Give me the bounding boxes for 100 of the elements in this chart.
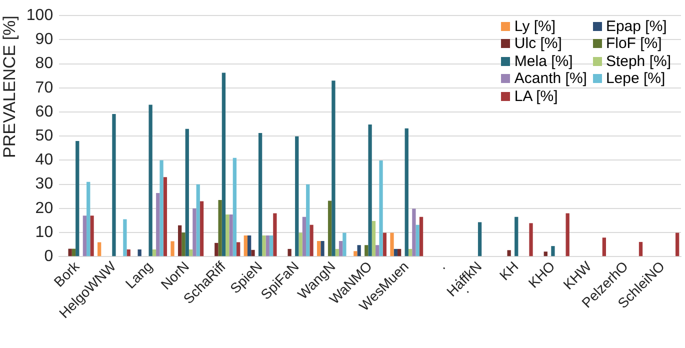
bar — [90, 216, 94, 256]
y-tick-label: 50 — [35, 128, 54, 145]
bar — [602, 238, 606, 256]
bar — [638, 242, 643, 256]
bar — [566, 213, 570, 256]
bar — [258, 132, 262, 256]
bar — [394, 248, 398, 256]
bar — [226, 214, 230, 256]
legend-label: Mela [%] — [514, 52, 573, 70]
bar — [148, 104, 152, 256]
bar — [182, 232, 186, 256]
bar — [544, 252, 548, 256]
bar — [298, 232, 302, 256]
bar — [306, 184, 310, 256]
y-axis-title: PREVALENCE [%] — [0, 16, 19, 158]
legend-label: FloF [%] — [606, 35, 662, 53]
bar — [269, 235, 274, 256]
bar — [170, 241, 174, 256]
bar — [338, 240, 343, 256]
bar — [178, 225, 182, 256]
bar — [295, 136, 299, 256]
bar — [412, 208, 416, 256]
bar — [98, 242, 102, 256]
bar — [382, 232, 387, 256]
bar — [408, 248, 412, 256]
bar — [76, 140, 80, 256]
legend-label: Ly [%] — [514, 18, 556, 36]
bar — [196, 184, 200, 256]
bar — [218, 200, 222, 256]
bar — [288, 248, 292, 256]
legend-label: LA [%] — [514, 88, 558, 106]
bar — [112, 114, 116, 256]
bar — [397, 248, 402, 256]
y-tick-label: 60 — [35, 103, 54, 120]
bar — [262, 235, 266, 256]
bar — [317, 240, 321, 256]
bar — [332, 80, 336, 256]
bar — [68, 248, 72, 256]
bar — [126, 249, 130, 256]
bar — [368, 124, 372, 256]
bar — [273, 213, 277, 256]
bar — [188, 249, 193, 256]
bar — [335, 248, 339, 256]
bar — [192, 208, 196, 256]
bar — [379, 160, 383, 256]
bar — [72, 248, 76, 256]
bar — [244, 235, 248, 256]
y-tick-label: 40 — [35, 152, 54, 169]
bar — [138, 249, 142, 256]
y-tick-label: 90 — [35, 31, 54, 48]
bar — [514, 216, 518, 256]
y-tick-label: 10 — [35, 224, 54, 241]
legend-label: Steph [%] — [606, 52, 671, 70]
legend-label: Lepe [%] — [606, 70, 666, 88]
bar — [156, 193, 160, 256]
legend-label: Ulc [%] — [514, 35, 562, 53]
bar — [342, 232, 346, 256]
bar — [266, 235, 270, 256]
bar — [364, 245, 368, 256]
bar — [82, 216, 87, 256]
bar — [236, 242, 240, 256]
bar — [416, 224, 420, 256]
bar — [357, 245, 361, 256]
legend-label: Epap [%] — [606, 18, 667, 36]
x-tick-label: KH — [496, 258, 522, 284]
y-tick-label: 20 — [35, 200, 54, 217]
y-tick-label: 100 — [26, 7, 54, 24]
bar — [200, 201, 204, 256]
bar — [507, 250, 511, 256]
bar — [529, 223, 533, 256]
legend-label: Acanth [%] — [514, 70, 587, 88]
y-tick-label: 30 — [35, 176, 54, 193]
bar — [404, 128, 408, 256]
bar — [229, 214, 233, 256]
bar — [372, 220, 376, 256]
bar — [478, 222, 482, 256]
bar — [251, 250, 255, 256]
bar — [376, 245, 380, 256]
bar — [152, 249, 156, 256]
bar — [310, 224, 314, 256]
bar — [86, 182, 90, 256]
bar — [214, 242, 218, 256]
bar — [551, 246, 555, 256]
bar — [390, 232, 394, 256]
y-tick-label: 80 — [35, 55, 54, 72]
bar — [247, 235, 252, 256]
bar — [354, 251, 358, 256]
bar — [676, 232, 680, 256]
bar — [185, 128, 189, 256]
bar — [160, 160, 164, 256]
bar — [222, 72, 226, 256]
bar — [232, 158, 237, 256]
bar — [320, 240, 324, 256]
bar — [123, 219, 127, 256]
y-tick-label: 0 — [44, 248, 54, 266]
bar — [163, 177, 168, 256]
bar — [419, 216, 424, 256]
bar — [328, 200, 332, 256]
y-tick-label: 70 — [35, 79, 54, 96]
bar — [302, 216, 306, 256]
